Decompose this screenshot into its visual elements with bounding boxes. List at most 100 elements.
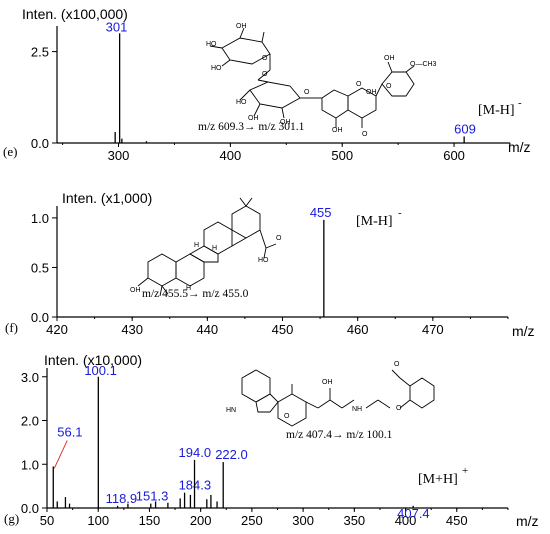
molecule-atom-label: HO: [206, 41, 217, 48]
x-tick-label: 600: [443, 148, 465, 163]
molecule-atom-label: NH: [352, 406, 362, 413]
y-tick-label: 0.0: [31, 136, 49, 151]
x-tick-label: 470: [422, 322, 444, 337]
molecule-atom-label: O: [262, 55, 268, 62]
panel-g-intensity-label: Inten. (x10,000): [44, 352, 142, 368]
panel-e-peaks: 301 609: [106, 19, 476, 143]
x-tick-label: 500: [331, 148, 353, 163]
peak-label: 118.9: [106, 491, 138, 506]
x-tick-label: 450: [272, 322, 294, 337]
molecule-atom-label: OH: [366, 89, 377, 96]
molecule-atom-label: HN: [226, 407, 236, 414]
panel-e: Inten. (x100,000) 300 400 500 600 0.0 2.5 301…: [3, 6, 531, 163]
molecule-atom-label: O: [284, 413, 290, 420]
x-tick-label: 100: [87, 513, 109, 528]
y-tick-label: 1.0: [21, 457, 39, 472]
panel-e-letter: (e): [3, 144, 17, 159]
molecule-atom-label: OH: [280, 119, 291, 126]
panel-e-ion-charge: -: [518, 97, 522, 109]
x-tick-label: 200: [190, 513, 212, 528]
y-tick-label: 1.0: [31, 211, 49, 226]
molecule-atom-label: OH: [236, 23, 247, 30]
x-tick-label: 300: [108, 148, 130, 163]
molecule-atom-label: OH: [322, 379, 333, 386]
molecule-atom-label: O: [304, 89, 310, 96]
panel-e-transition: m/z 609.3→ m/z 301.1: [198, 121, 305, 133]
panel-e-intensity-label: Inten. (x100,000): [22, 6, 128, 22]
molecule-atom-label: OH: [332, 127, 343, 134]
panel-e-axes: 300 400 500 600 0.0 2.5: [31, 26, 511, 163]
x-tick-label: 350: [343, 513, 365, 528]
peak-label: 609: [454, 121, 476, 136]
molecule-atom-label: H: [186, 285, 191, 292]
x-tick-label: 450: [446, 513, 468, 528]
panel-f-intensity-label: Inten. (x1,000): [62, 190, 152, 206]
peak-label: 455: [310, 205, 332, 220]
panel-g-letter: (g): [4, 511, 19, 526]
x-tick-label: 250: [241, 513, 263, 528]
molecule-atom-label: O: [394, 361, 400, 368]
panel-f-axes: 420 430 440 450 460 470 0.0 0.5 1.0: [31, 206, 509, 337]
molecule-atom-label: HO: [258, 257, 269, 264]
molecule-atom-label: H: [212, 245, 217, 252]
molecule-atom-label: HO: [236, 99, 247, 106]
panel-f-x-unit: m/z: [512, 323, 535, 339]
panel-g-axes: 50 100 150 200 250 300 350 400 450 0.0 1.0 2.0 3.0: [21, 368, 509, 528]
panel-g: Inten. (x10,000) 50 100 150 200 250 300 350 400…: [4, 352, 539, 529]
x-tick-label: 460: [347, 322, 369, 337]
molecule-atom-label: H: [194, 242, 199, 249]
panel-g-x-unit: m/z: [516, 513, 539, 529]
molecule-atom-label: OH: [248, 115, 259, 122]
peak-label: 194.0: [179, 445, 212, 460]
panel-g-ion-charge: +: [462, 465, 468, 477]
panel-f-transition: m/z 455.5→ m/z 455.0: [142, 288, 249, 300]
molecule-atom-label: OH: [384, 55, 395, 62]
panel-e-molecule-structure: [209, 27, 415, 128]
x-tick-label: 400: [395, 513, 417, 528]
x-tick-label: 420: [46, 322, 68, 337]
x-tick-label: 150: [139, 513, 161, 528]
panel-g-molecule-structure: [241, 369, 435, 427]
y-tick-label: 0.5: [31, 260, 49, 275]
molecule-atom-label: O—CH3: [410, 61, 437, 68]
peak-label: 56.1: [57, 424, 82, 439]
molecule-atom-label: O: [362, 131, 368, 138]
x-tick-label: 400: [220, 148, 242, 163]
y-tick-label: 2.0: [21, 414, 39, 429]
peak-leader-line: [53, 440, 68, 469]
molecule-atom-label: O: [356, 81, 362, 88]
panel-f: Inten. (x1,000) 420 430 440 450 460 470 0.0 0.5…: [5, 190, 535, 339]
peak-label: 407.4: [397, 506, 430, 521]
panel-f-peaks: 455: [310, 205, 332, 317]
x-tick-label: 440: [196, 322, 218, 337]
molecule-atom-label: OH: [130, 287, 141, 294]
y-tick-label: 0.0: [21, 501, 39, 516]
panel-g-ion-label: [M+H]: [418, 472, 458, 487]
x-tick-label: 50: [40, 513, 54, 528]
panel-f-ion-charge: -: [398, 207, 402, 219]
x-tick-label: 430: [121, 322, 143, 337]
panel-f-molecule-structure: [137, 197, 277, 297]
molecule-atom-label: O: [386, 83, 392, 90]
peak-label: 100.1: [84, 363, 117, 378]
peak-label: 151.3: [136, 489, 169, 504]
peak-label: 222.0: [215, 447, 248, 462]
y-tick-label: 2.5: [31, 45, 49, 60]
panel-e-ion-label: [M-H]: [478, 103, 515, 118]
molecule-atom-label: HO: [211, 65, 222, 72]
x-tick-label: 300: [292, 513, 314, 528]
panel-g-molecule-labels: HN O OH NH O O: [226, 361, 402, 420]
y-tick-label: 0.0: [31, 310, 49, 325]
molecule-atom-label: O: [396, 405, 402, 412]
y-tick-label: 3.0: [21, 370, 39, 385]
molecule-atom-label: O: [262, 71, 268, 78]
peak-label: 301: [106, 19, 128, 34]
panel-e-x-unit: m/z: [508, 139, 531, 155]
panel-f-ion-label: [M-H]: [356, 214, 393, 229]
molecule-atom-label: O: [276, 235, 282, 242]
panel-g-transition: m/z 407.4→ m/z 100.1: [286, 429, 393, 441]
